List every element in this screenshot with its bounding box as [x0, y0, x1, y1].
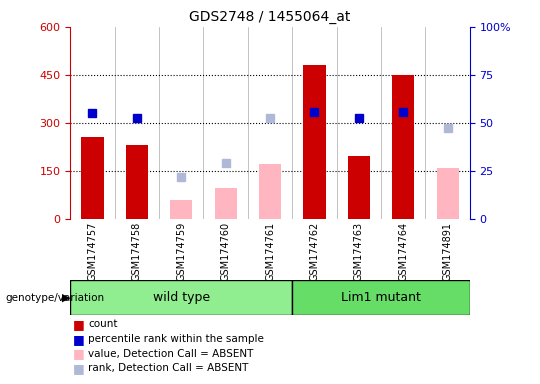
Text: value, Detection Call = ABSENT: value, Detection Call = ABSENT: [88, 349, 253, 359]
Bar: [82, 137, 104, 219]
Bar: [126, 145, 148, 219]
Text: ▶: ▶: [62, 293, 71, 303]
Bar: [70, 280, 292, 315]
Bar: [214, 189, 237, 219]
Bar: [392, 75, 414, 219]
Text: GSM174891: GSM174891: [443, 222, 453, 281]
Bar: [436, 168, 458, 219]
Text: GSM174758: GSM174758: [132, 222, 142, 281]
Text: GSM174757: GSM174757: [87, 222, 97, 281]
Text: ■: ■: [73, 347, 85, 360]
Bar: [170, 200, 192, 219]
Text: Lim1 mutant: Lim1 mutant: [341, 291, 421, 304]
Bar: [259, 164, 281, 219]
Bar: [303, 65, 326, 219]
Text: GSM174761: GSM174761: [265, 222, 275, 281]
Text: GSM174764: GSM174764: [398, 222, 408, 281]
Text: rank, Detection Call = ABSENT: rank, Detection Call = ABSENT: [88, 363, 248, 373]
Text: count: count: [88, 319, 118, 329]
Text: wild type: wild type: [153, 291, 210, 304]
Text: percentile rank within the sample: percentile rank within the sample: [88, 334, 264, 344]
Text: ■: ■: [73, 333, 85, 346]
Title: GDS2748 / 1455064_at: GDS2748 / 1455064_at: [190, 10, 350, 25]
Text: ■: ■: [73, 318, 85, 331]
Bar: [348, 157, 370, 219]
Bar: [292, 280, 470, 315]
Text: GSM174763: GSM174763: [354, 222, 364, 281]
Text: GSM174762: GSM174762: [309, 222, 319, 281]
Text: GSM174759: GSM174759: [176, 222, 186, 281]
Text: ■: ■: [73, 362, 85, 375]
Text: GSM174760: GSM174760: [221, 222, 231, 281]
Text: genotype/variation: genotype/variation: [5, 293, 105, 303]
